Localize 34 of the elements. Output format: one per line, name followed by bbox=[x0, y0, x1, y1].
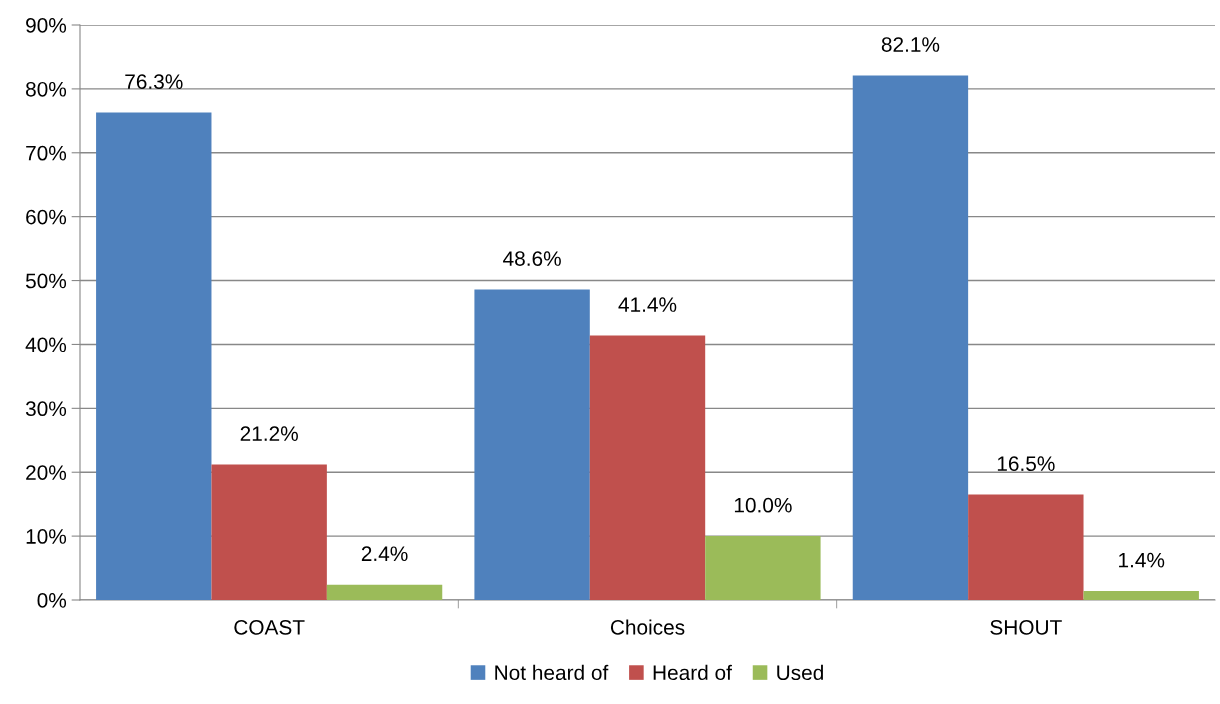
y-tick-label: 0% bbox=[37, 593, 67, 608]
x-tick-label: Choices bbox=[610, 619, 685, 635]
data-label: 76.3% bbox=[125, 74, 183, 89]
bar bbox=[474, 289, 590, 600]
data-label: 48.6% bbox=[503, 251, 561, 266]
data-label: 1.4% bbox=[1119, 552, 1165, 568]
bar bbox=[326, 584, 443, 600]
y-tick-label: 90% bbox=[26, 18, 67, 33]
y-tick-label: 50% bbox=[25, 273, 67, 289]
bar bbox=[1083, 591, 1199, 600]
data-label: 21.2% bbox=[240, 426, 298, 441]
y-tick-label: 70% bbox=[26, 145, 67, 161]
data-label: 41.4% bbox=[618, 297, 677, 312]
bar bbox=[96, 112, 212, 600]
data-label: 16.5% bbox=[997, 456, 1055, 472]
y-tick-label: 80% bbox=[26, 81, 67, 97]
bar bbox=[968, 494, 1084, 600]
y-tick-label: 30% bbox=[25, 401, 67, 417]
legend-label: Not heard of bbox=[495, 664, 609, 681]
y-tick-label: 20% bbox=[26, 465, 67, 480]
bar bbox=[589, 335, 706, 600]
data-label: 82.1% bbox=[881, 37, 940, 52]
legend-label: Used bbox=[777, 664, 823, 681]
y-tick-label: 40% bbox=[25, 337, 67, 353]
y-tick-label: 60% bbox=[26, 209, 67, 225]
data-label: 10.0% bbox=[734, 497, 792, 513]
bar bbox=[852, 75, 969, 600]
x-tick-label: SHOUT bbox=[990, 619, 1062, 635]
data-label: 2.4% bbox=[361, 546, 408, 562]
x-tick-label: COAST bbox=[234, 619, 305, 635]
bar bbox=[705, 536, 821, 600]
legend-label: Heard of bbox=[653, 664, 732, 681]
bar bbox=[211, 464, 327, 600]
y-tick-label: 10% bbox=[26, 529, 67, 544]
